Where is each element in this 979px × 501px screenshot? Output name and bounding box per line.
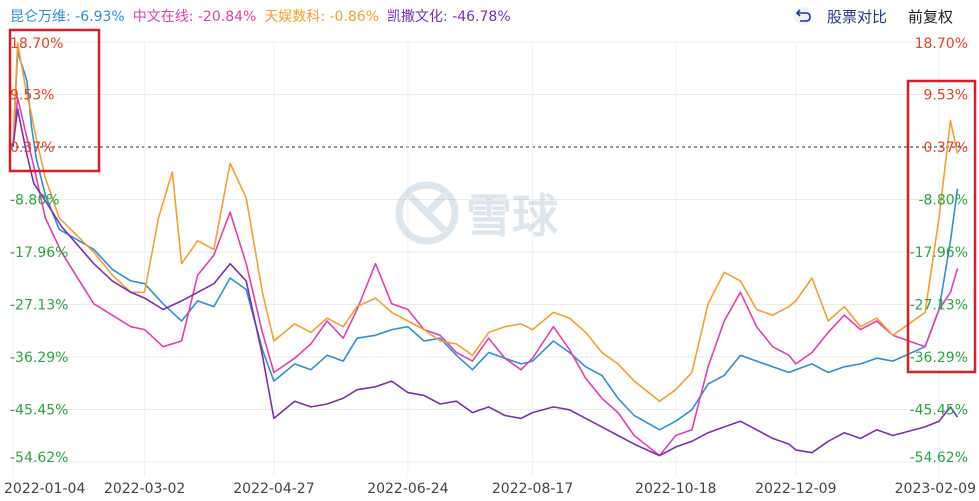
legend-series-value: -0.86% bbox=[329, 9, 379, 25]
snowball-logo-icon bbox=[395, 181, 459, 245]
y-tick-label-right: -8.80% bbox=[918, 193, 968, 209]
x-tick-label: 2022-03-02 bbox=[104, 481, 185, 497]
series-line-3 bbox=[12, 108, 959, 457]
y-tick-label-right: 18.70% bbox=[915, 36, 968, 52]
legend-colon: : bbox=[443, 9, 452, 25]
series-line-0 bbox=[12, 50, 959, 431]
x-tick-label: 2022-01-04 bbox=[4, 481, 85, 497]
y-axis-right: 18.70% 9.53% 0.37% -8.80% -17.96% -27.13% -36.… bbox=[910, 36, 968, 466]
grid-lines bbox=[10, 41, 970, 477]
x-tick-label: 2022-04-27 bbox=[233, 481, 314, 497]
return-arrow-icon[interactable] bbox=[794, 7, 812, 25]
legend-series-name: 中文在线 bbox=[133, 9, 189, 25]
watermark: 雪球 bbox=[395, 181, 559, 245]
legend-colon: : bbox=[189, 9, 198, 25]
legend-series-value: -20.84% bbox=[198, 9, 256, 25]
legend-colon: : bbox=[320, 9, 329, 25]
y-tick-label-left: -36.29% bbox=[10, 350, 68, 366]
x-tick-label: 2022-10-18 bbox=[635, 481, 716, 497]
x-tick-label: 2022-08-17 bbox=[492, 481, 573, 497]
y-tick-label-right: -45.45% bbox=[910, 402, 968, 418]
y-tick-label-right: -27.13% bbox=[910, 298, 968, 314]
y-tick-label-left: -8.80% bbox=[10, 193, 60, 209]
legend: 昆仑万维: -6.93% 中文在线: -20.84% 天娱数科: -0.86% 凯撒文… bbox=[10, 9, 511, 25]
series-line-2 bbox=[12, 42, 959, 402]
legend-colon: : bbox=[66, 9, 75, 25]
legend-series-name: 凯撒文化 bbox=[387, 9, 443, 25]
y-tick-label-right: 9.53% bbox=[924, 88, 968, 104]
y-tick-label-left: -27.13% bbox=[10, 298, 68, 314]
legend-series-name: 天娱数科 bbox=[264, 9, 320, 25]
compare-stocks-button[interactable]: 股票对比 bbox=[827, 8, 887, 26]
legend-series-value: -46.78% bbox=[452, 9, 510, 25]
y-tick-label-right: 0.37% bbox=[924, 140, 968, 156]
adjust-mode-button[interactable]: 前复权 bbox=[908, 8, 953, 26]
x-axis: 2022-01-04 2022-03-02 2022-04-27 2022-06-24… bbox=[4, 481, 976, 497]
y-tick-label-left: 9.53% bbox=[10, 88, 54, 104]
x-tick-label: 2022-12-09 bbox=[755, 481, 836, 497]
y-axis-left: 18.70% 9.53% 0.37% -8.80% -17.96% -27.13% -36.… bbox=[10, 36, 68, 466]
y-tick-label-left: -45.45% bbox=[10, 402, 68, 418]
series-lines bbox=[12, 42, 959, 457]
y-tick-label-right: -36.29% bbox=[910, 350, 968, 366]
y-tick-label-left: 0.37% bbox=[10, 140, 54, 156]
x-tick-label: 2022-06-24 bbox=[367, 481, 448, 497]
y-tick-label-left: -17.96% bbox=[10, 245, 68, 261]
legend-text: 昆仑万维: -6.93% 中文在线: -20.84% 天娱数科: -0.86% 凯撒文… bbox=[10, 9, 511, 25]
y-tick-label-left: 18.70% bbox=[10, 36, 63, 52]
y-tick-label-right: -54.62% bbox=[910, 450, 968, 466]
annotation-box-right bbox=[906, 79, 977, 374]
legend-series-name: 昆仑万维 bbox=[10, 9, 66, 25]
series-line-1 bbox=[12, 96, 959, 457]
annotation-box-left bbox=[8, 28, 101, 173]
legend-series-value: -6.93% bbox=[75, 9, 125, 25]
y-tick-label-right: -17.96% bbox=[910, 245, 968, 261]
x-tick-label: 2023-02-09 bbox=[895, 481, 976, 497]
header-controls: 股票对比 前复权 bbox=[794, 7, 953, 26]
y-tick-label-left: -54.62% bbox=[10, 450, 68, 466]
watermark-text: 雪球 bbox=[466, 189, 559, 243]
